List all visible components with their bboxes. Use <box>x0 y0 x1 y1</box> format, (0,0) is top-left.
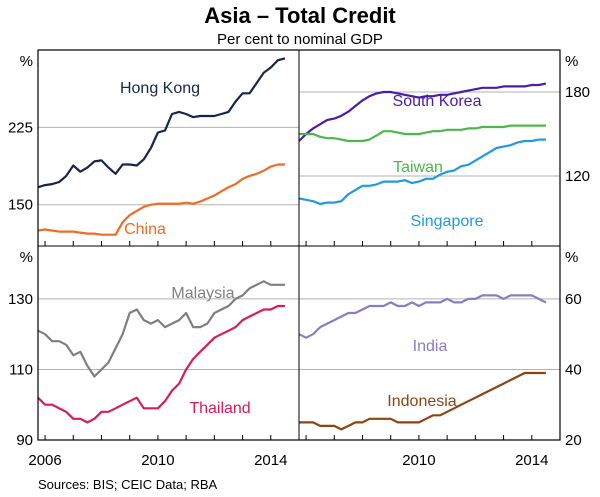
series-label-malaysia: Malaysia <box>171 285 234 302</box>
series-label-india: India <box>413 338 448 355</box>
series-label-singapore: Singapore <box>411 213 484 230</box>
series-label-hong-kong: Hong Kong <box>120 80 200 97</box>
series-line-malaysia <box>37 280 285 378</box>
y-unit-label: % <box>565 53 578 70</box>
panel-bottom-right: 20 40 60% India Indonesia <box>298 249 582 449</box>
y-unit-label: % <box>20 53 33 70</box>
series-line-india <box>298 294 547 339</box>
series-line-hong-kong <box>37 57 286 189</box>
x-tick-label: 2014 <box>515 452 548 469</box>
series-label-china: China <box>124 221 166 238</box>
panel-bottom-left: 90 110 130% Malaysia Thailand <box>8 249 299 449</box>
series-line-taiwan <box>299 124 546 143</box>
chart-subtitle: Per cent to nominal GDP <box>217 31 383 48</box>
series-line-indonesia <box>299 371 546 431</box>
panel-top-right: 120 180% South Korea Taiwan Singapore <box>298 53 590 246</box>
x-tick-label: 2006 <box>28 452 61 469</box>
y-tick-label: 130 <box>8 291 33 308</box>
panel-top-left: 150 225% Hong Kong China <box>8 53 299 246</box>
y-tick-label: 150 <box>8 197 33 214</box>
series-label-south-korea: South Korea <box>393 93 482 110</box>
y-unit-label: % <box>20 249 33 266</box>
y-tick-label: 40 <box>565 361 582 378</box>
series-label-indonesia: Indonesia <box>387 393 456 410</box>
y-tick-label: 20 <box>565 432 582 449</box>
y-tick-label: 110 <box>9 361 33 378</box>
series-line-south-korea <box>298 82 547 142</box>
y-tick-label: 225 <box>8 119 33 136</box>
y-tick-label: 120 <box>565 168 590 185</box>
y-tick-label: 60 <box>565 291 582 308</box>
chart-title: Asia – Total Credit <box>204 3 396 28</box>
x-tick-label: 2010 <box>402 452 435 469</box>
x-tick-label: 2010 <box>141 452 174 469</box>
x-axis-ticks: 2006 2010 2014 2010 2014 <box>28 452 548 469</box>
y-tick-label: 180 <box>565 84 590 101</box>
series-label-taiwan: Taiwan <box>393 159 443 176</box>
source-note: Sources: BIS; CEIC Data; RBA <box>38 477 218 492</box>
series-label-thailand: Thailand <box>189 400 250 417</box>
x-tick-label: 2014 <box>254 452 287 469</box>
panels: 150 225% Hong Kong China 120 180% South Korea T… <box>8 49 590 449</box>
series-line-singapore <box>298 138 546 206</box>
y-tick-label: 90 <box>16 432 33 449</box>
series-line-thailand <box>37 304 285 424</box>
series-line-china <box>37 163 285 236</box>
y-unit-label: % <box>565 249 578 266</box>
